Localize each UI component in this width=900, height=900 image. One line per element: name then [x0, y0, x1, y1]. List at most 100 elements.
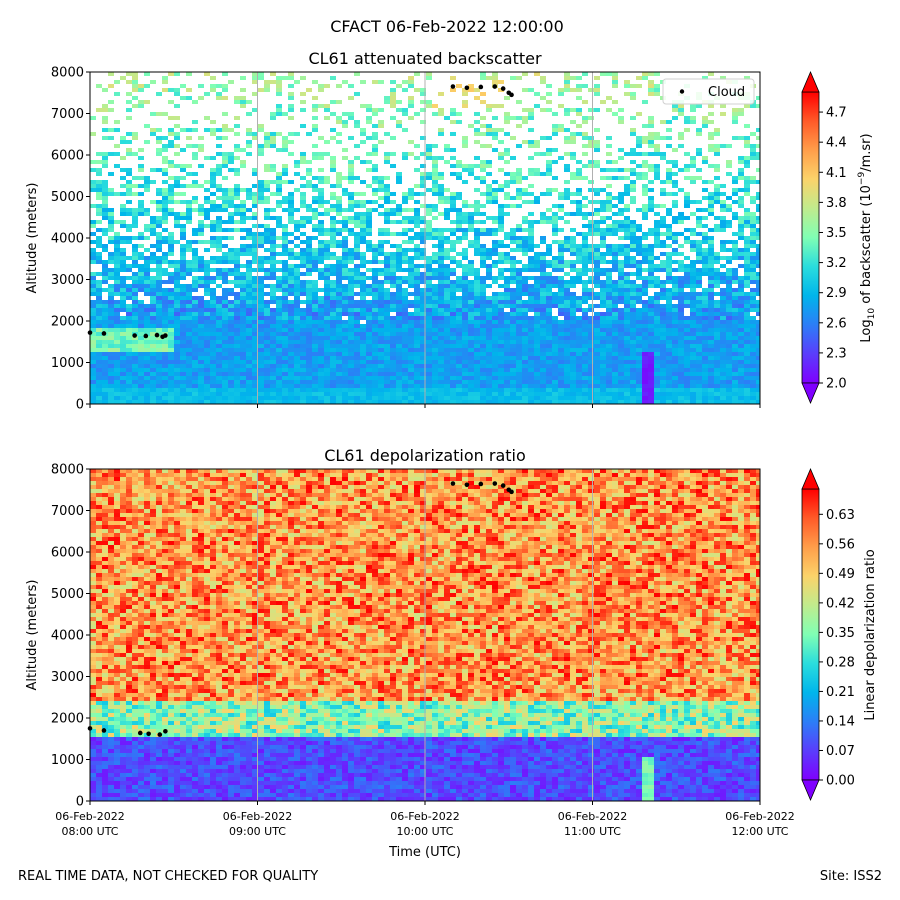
heatmap-cell — [642, 172, 648, 176]
heatmap-cell — [738, 340, 744, 344]
heatmap-cell — [318, 256, 324, 260]
heatmap-cell — [522, 72, 528, 76]
heatmap-cell — [666, 144, 672, 148]
heatmap-cell — [348, 196, 354, 200]
heatmap-cell — [732, 300, 738, 304]
heatmap-cell — [408, 348, 414, 352]
heatmap-cell — [120, 264, 126, 268]
heatmap-cell — [720, 208, 726, 212]
heatmap-cell — [492, 300, 498, 304]
heatmap-cell — [174, 292, 180, 296]
heatmap-cell — [732, 192, 738, 196]
heatmap-cell — [678, 280, 684, 284]
heatmap-cell — [672, 332, 678, 336]
heatmap-cell — [162, 292, 168, 296]
heatmap-cell — [378, 288, 384, 292]
heatmap-cell — [270, 232, 276, 236]
heatmap-cell — [288, 196, 294, 200]
heatmap-cell — [138, 308, 144, 312]
heatmap-cell — [258, 292, 264, 296]
heatmap-cell — [708, 344, 714, 348]
heatmap-cell — [168, 212, 174, 216]
heatmap-cell — [552, 232, 558, 236]
heatmap-cell — [630, 292, 636, 296]
heatmap-cell — [294, 320, 300, 324]
heatmap-cell — [576, 328, 582, 332]
heatmap-cell — [198, 136, 204, 140]
heatmap-cell — [228, 280, 234, 284]
heatmap-cell — [504, 148, 510, 152]
heatmap-cell — [306, 248, 312, 252]
heatmap-cell — [180, 84, 186, 88]
heatmap-cell — [480, 204, 486, 208]
heatmap-cell — [324, 228, 330, 232]
heatmap-cell — [414, 236, 420, 240]
heatmap-cell — [234, 148, 240, 152]
heatmap-cell — [132, 236, 138, 240]
heatmap-cell — [744, 252, 750, 256]
heatmap-cell — [696, 224, 702, 228]
heatmap-cell — [504, 300, 510, 304]
heatmap-cell — [546, 356, 552, 360]
heatmap-cell — [336, 320, 342, 324]
heatmap-cell — [270, 268, 276, 272]
heatmap-cell — [696, 104, 702, 108]
heatmap-cell — [702, 188, 708, 192]
heatmap-cell — [426, 340, 432, 344]
heatmap-cell — [714, 352, 720, 356]
heatmap-cell — [732, 304, 738, 308]
heatmap-cell — [288, 84, 294, 88]
heatmap-cell — [582, 144, 588, 148]
heatmap-cell — [366, 312, 372, 316]
heatmap-cell — [432, 332, 438, 336]
heatmap-cell — [120, 352, 126, 356]
heatmap-cell — [114, 252, 120, 256]
heatmap-cell — [510, 136, 516, 140]
heatmap-cell — [714, 308, 720, 312]
heatmap-cell — [480, 284, 486, 288]
heatmap-cell — [600, 240, 606, 244]
heatmap-cell — [288, 232, 294, 236]
heatmap-cell — [522, 288, 528, 292]
heatmap-cell — [186, 268, 192, 272]
heatmap-cell — [666, 252, 672, 256]
heatmap-cell — [348, 160, 354, 164]
heatmap-cell — [660, 356, 666, 360]
heatmap-cell — [708, 356, 714, 360]
heatmap-cell — [282, 232, 288, 236]
heatmap-cell — [288, 204, 294, 208]
heatmap-cell — [564, 196, 570, 200]
heatmap-cell — [498, 296, 504, 300]
heatmap-cell — [330, 296, 336, 300]
heatmap-cell — [636, 252, 642, 256]
heatmap-cell — [756, 264, 760, 268]
heatmap-cell — [336, 212, 342, 216]
heatmap-cell — [348, 316, 354, 320]
heatmap-cell — [144, 84, 150, 88]
heatmap-cell — [306, 216, 312, 220]
heatmap-cell — [126, 332, 132, 336]
heatmap-cell — [552, 344, 558, 348]
heatmap-cell — [132, 280, 138, 284]
heatmap-cell — [258, 184, 264, 188]
heatmap-cell — [384, 356, 390, 360]
heatmap-cell — [318, 180, 324, 184]
heatmap-cell — [708, 208, 714, 212]
heatmap-cell — [726, 336, 732, 340]
heatmap-cell — [222, 292, 228, 296]
heatmap-cell — [426, 264, 432, 268]
heatmap-cell — [564, 308, 570, 312]
heatmap-cell — [750, 348, 756, 352]
heatmap-cell — [636, 268, 642, 272]
heatmap-cell — [168, 232, 174, 236]
heatmap-cell — [288, 256, 294, 260]
heatmap-cell — [162, 252, 168, 256]
heatmap-cell — [624, 272, 630, 276]
heatmap-cell — [126, 264, 132, 268]
heatmap-cell — [222, 136, 228, 140]
heatmap-cell — [114, 144, 120, 148]
heatmap-cell — [498, 284, 504, 288]
heatmap-cell — [414, 352, 420, 356]
heatmap-cell — [228, 204, 234, 208]
heatmap-cell — [234, 348, 240, 352]
